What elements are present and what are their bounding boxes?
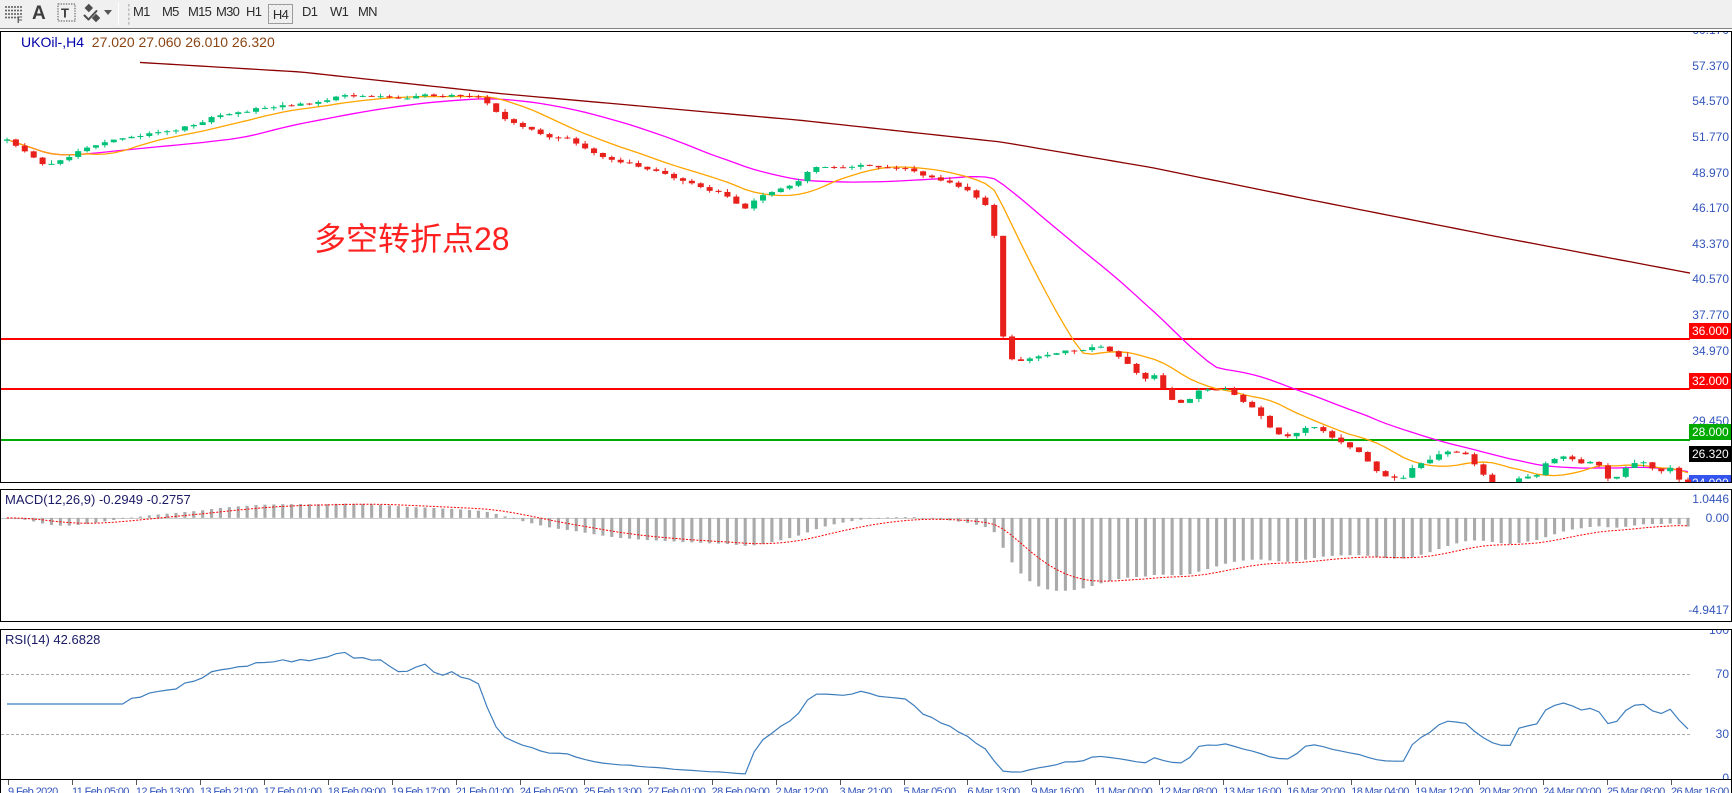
svg-text:T: T (61, 6, 69, 21)
svg-text:F: F (17, 15, 23, 25)
